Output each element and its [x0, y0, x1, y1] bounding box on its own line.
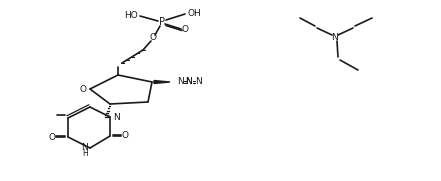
Text: H: H: [82, 148, 88, 157]
Polygon shape: [154, 81, 170, 83]
Text: N: N: [82, 142, 88, 151]
Text: O: O: [149, 33, 157, 43]
Text: P: P: [159, 17, 165, 27]
Text: N: N: [177, 77, 183, 87]
Text: HO: HO: [124, 12, 138, 20]
Text: N: N: [186, 77, 192, 87]
Text: OH: OH: [187, 9, 201, 18]
Text: N: N: [185, 77, 191, 87]
Text: N: N: [194, 77, 202, 87]
Text: O: O: [49, 132, 56, 142]
Text: N: N: [332, 33, 338, 43]
Text: N: N: [112, 113, 120, 121]
Text: O: O: [122, 132, 128, 140]
Text: O: O: [182, 26, 188, 35]
Text: O: O: [79, 85, 86, 94]
